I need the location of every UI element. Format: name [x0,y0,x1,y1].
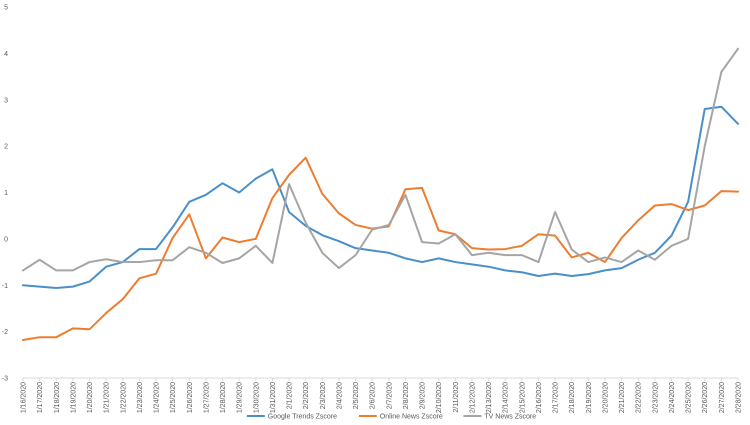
x-tick-label: 1/25/2020 [170,382,177,413]
x-tick-label: 2/26/2020 [702,382,709,413]
x-tick-label: 1/27/2020 [203,382,210,413]
x-tick-label: 2/5/2020 [353,382,360,409]
x-tick-label: 2/23/2020 [652,382,659,413]
x-tick-label: 1/17/2020 [37,382,44,413]
x-tick-label: 2/21/2020 [619,382,626,413]
legend-label: TV News Zscore [484,414,536,421]
x-tick-label: 1/29/2020 [237,382,244,413]
y-tick-label: -2 [2,329,8,336]
x-tick-label: 1/30/2020 [253,382,260,413]
y-tick-label: 1 [4,190,8,197]
x-tick-label: 2/7/2020 [386,382,393,409]
legend-item: TV News Zscore [463,414,536,421]
x-tick-label: 2/10/2020 [436,382,443,413]
x-tick-label: 2/22/2020 [636,382,643,413]
x-tick-label: 2/8/2020 [403,382,410,409]
x-tick-label: 1/23/2020 [137,382,144,413]
x-tick-label: 2/4/2020 [336,382,343,409]
x-tick-label: 2/19/2020 [586,382,593,413]
x-tick-label: 1/24/2020 [154,382,161,413]
x-tick-label: 1/16/2020 [21,382,28,413]
x-tick-label: 2/12/2020 [469,382,476,413]
x-tick-label: 2/3/2020 [320,382,327,409]
x-tick-label: 1/28/2020 [220,382,227,413]
series-layer [22,47,739,341]
x-tick-label: 1/18/2020 [54,382,61,413]
series-line-online-news-zscore [22,156,739,341]
legend-label: Online News Zscore [380,414,443,421]
y-tick-label: 4 [4,51,8,58]
x-tick-label: 2/9/2020 [420,382,427,409]
x-tick-label: 2/14/2020 [503,382,510,413]
y-tick-label: 2 [4,144,8,151]
y-tick-label: -3 [2,376,8,383]
x-tick-label: 2/17/2020 [553,382,560,413]
x-tick-label: 2/2/2020 [303,382,310,409]
x-tick-label: 2/15/2020 [519,382,526,413]
y-tick-label: -1 [2,283,8,290]
legend: Google Trends Zscore Online News Zscore TV… [246,414,536,421]
series-line-tv-news-zscore [22,47,739,272]
x-tick-label: 1/26/2020 [187,382,194,413]
y-tick-label: 0 [4,236,8,243]
x-tick-label: 2/6/2020 [370,382,377,409]
series-line-google-trends-zscore [22,105,739,290]
x-tick-label: 2/1/2020 [287,382,294,409]
y-tick-label: 5 [4,5,8,12]
x-tick-label: 2/18/2020 [569,382,576,413]
x-axis: 1/16/2020 1/17/2020 1/18/2020 1/19/2020 1/20… [21,377,743,413]
y-axis: -3 -2 -1 0 1 2 3 4 5 [2,5,8,383]
x-tick-label: 2/13/2020 [486,382,493,413]
x-tick-label: 2/20/2020 [602,382,609,413]
legend-label: Google Trends Zscore [268,414,337,421]
legend-item: Google Trends Zscore [246,414,337,421]
x-tick-label: 2/25/2020 [686,382,693,413]
x-tick-label: 2/11/2020 [453,382,460,413]
x-tick-label: 2/27/2020 [719,382,726,413]
x-tick-label: 1/19/2020 [70,382,77,413]
x-tick-label: 2/28/2020 [736,382,743,413]
legend-item: Online News Zscore [358,414,443,421]
x-tick-label: 2/16/2020 [536,382,543,413]
x-tick-label: 1/22/2020 [120,382,127,413]
x-tick-label: 1/21/2020 [104,382,111,413]
x-tick-label: 1/20/2020 [87,382,94,413]
x-tick-label: 2/24/2020 [669,382,676,413]
y-tick-label: 3 [4,97,8,104]
x-tick-label: 1/31/2020 [270,382,277,413]
